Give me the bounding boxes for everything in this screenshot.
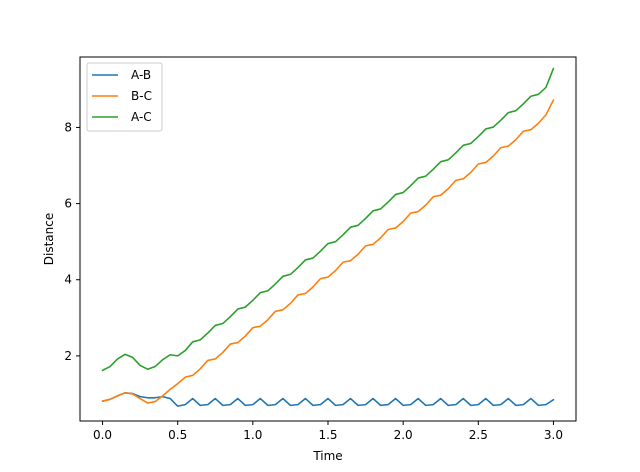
x-tick-label: 1.5 bbox=[318, 428, 337, 442]
series-line-b-c bbox=[101, 99, 555, 404]
y-axis: 2 4 6 8 bbox=[64, 120, 80, 363]
y-axis-label: Distance bbox=[42, 213, 56, 265]
series-line-a-b bbox=[101, 392, 555, 407]
x-tick-label: 1.0 bbox=[243, 428, 262, 442]
y-tick-label: 8 bbox=[64, 120, 72, 134]
legend-label-a-c: A-C bbox=[131, 110, 152, 124]
x-tick-label: 3.0 bbox=[544, 428, 563, 442]
x-tick-label: 0.5 bbox=[168, 428, 187, 442]
y-tick-label: 2 bbox=[64, 349, 72, 363]
legend-label-b-c: B-C bbox=[131, 89, 152, 103]
y-tick-label: 4 bbox=[64, 273, 72, 287]
y-tick-label: 6 bbox=[64, 197, 72, 211]
x-axis-label: Time bbox=[312, 449, 342, 463]
legend-frame bbox=[86, 62, 163, 132]
legend-label-a-b: A-B bbox=[131, 68, 151, 82]
series-line-a-c bbox=[101, 67, 555, 372]
x-axis: 0.0 0.5 1.0 1.5 2.0 2.5 3.0 bbox=[93, 421, 563, 442]
x-tick-label: 0.0 bbox=[93, 428, 112, 442]
series-layer bbox=[101, 67, 555, 407]
x-tick-label: 2.5 bbox=[469, 428, 488, 442]
x-tick-label: 2.0 bbox=[394, 428, 413, 442]
legend: A-B B-C A-C bbox=[86, 62, 163, 132]
